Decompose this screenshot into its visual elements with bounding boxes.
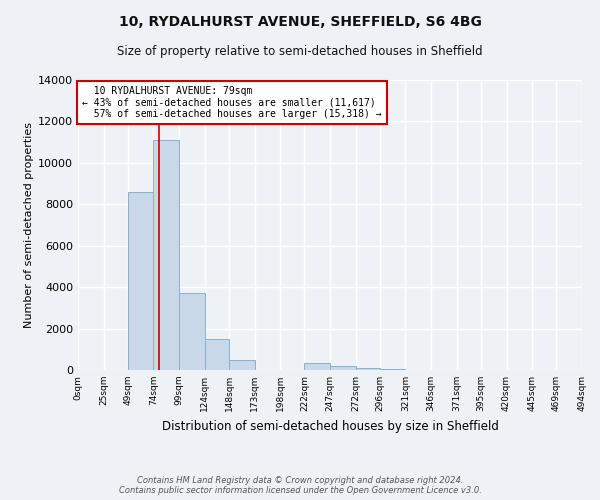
Text: Contains HM Land Registry data © Crown copyright and database right 2024.
Contai: Contains HM Land Registry data © Crown c… — [119, 476, 481, 495]
Bar — [304, 363, 330, 370]
Bar — [128, 192, 154, 370]
Text: Size of property relative to semi-detached houses in Sheffield: Size of property relative to semi-detach… — [117, 45, 483, 58]
Bar — [356, 368, 380, 370]
Bar — [330, 366, 356, 370]
Bar — [229, 360, 254, 370]
Text: 10, RYDALHURST AVENUE, SHEFFIELD, S6 4BG: 10, RYDALHURST AVENUE, SHEFFIELD, S6 4BG — [119, 15, 481, 29]
Bar — [205, 339, 229, 370]
Y-axis label: Number of semi-detached properties: Number of semi-detached properties — [24, 122, 34, 328]
Bar — [154, 140, 179, 370]
X-axis label: Distribution of semi-detached houses by size in Sheffield: Distribution of semi-detached houses by … — [161, 420, 499, 432]
Text: 10 RYDALHURST AVENUE: 79sqm
← 43% of semi-detached houses are smaller (11,617)
 : 10 RYDALHURST AVENUE: 79sqm ← 43% of sem… — [82, 86, 382, 120]
Bar — [179, 294, 205, 370]
